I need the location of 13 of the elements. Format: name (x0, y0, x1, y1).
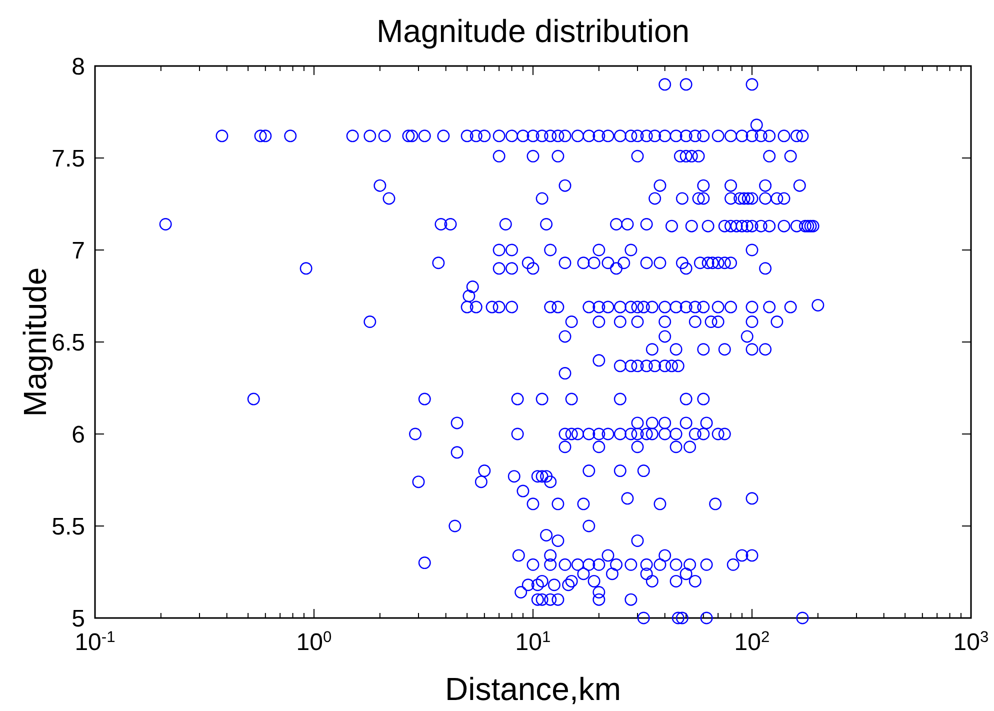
x-tick-label: 10$^{3}$ (953, 628, 989, 656)
chart-title: Magnitude distribution (376, 13, 690, 49)
x-axis-title: Distance,km (444, 671, 622, 707)
y-tick-label: 6.5 (52, 329, 85, 356)
y-tick-label: 6 (72, 421, 85, 448)
x-tick-label: 10$^{0}$ (296, 628, 332, 656)
y-tick-label: 8 (72, 53, 85, 80)
x-tick-label: 10$^{1}$ (515, 628, 551, 656)
y-tick-label: 5.5 (52, 513, 85, 540)
y-tick-label: 7.5 (52, 145, 85, 172)
x-tick-label: 10$^{2}$ (734, 628, 770, 656)
y-axis-title: Magnitude (17, 267, 53, 417)
y-tick-label: 7 (72, 237, 85, 264)
